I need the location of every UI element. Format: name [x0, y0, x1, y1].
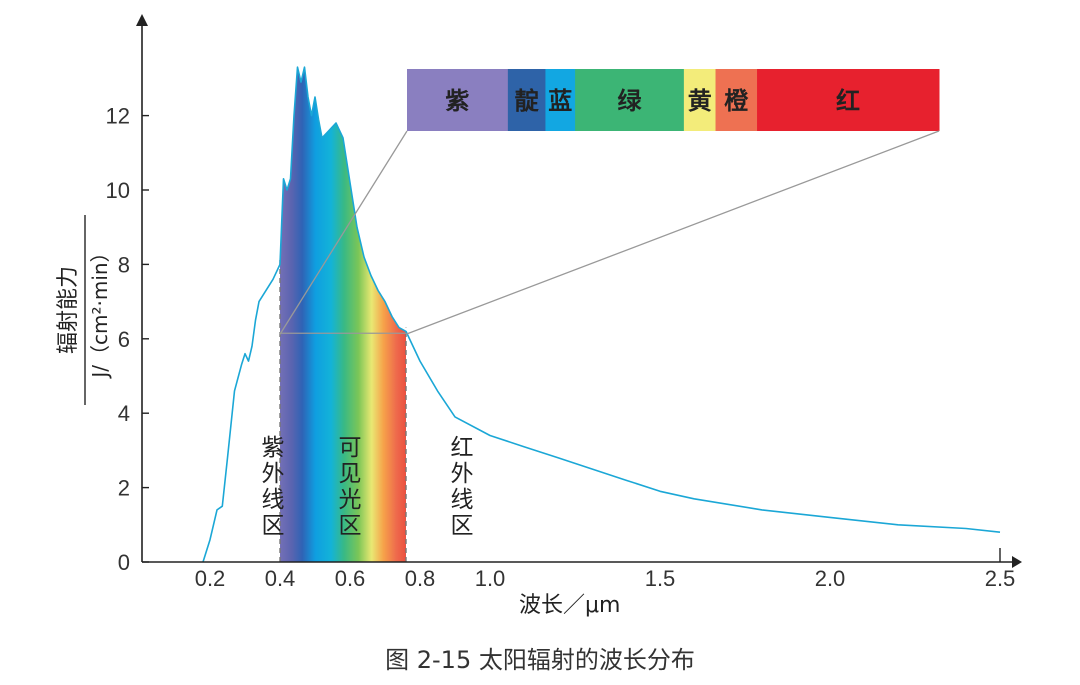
spectrum-segment-label: 橙	[724, 87, 749, 115]
region-label-char: 红	[451, 435, 474, 461]
region-label-char: 外	[451, 461, 474, 487]
y-ticks-group: 0 2 4 6 8 10 12	[106, 104, 149, 575]
region-label-char: 线	[451, 487, 474, 513]
region-label-char: 见	[339, 461, 362, 487]
spectrum-segment-label: 紫	[445, 87, 469, 115]
spectrum-segment	[545, 69, 576, 131]
y-axis-title: 辐射能力 J/（cm²·min）	[56, 215, 112, 405]
y-tick-label: 2	[118, 476, 130, 501]
x-ticks-group: 0.2 0.4 0.6 0.8 1.0 1.5 2.0 2.5	[195, 566, 1016, 591]
x-tick-label: 2.5	[985, 566, 1016, 591]
spectrum-segment	[715, 69, 758, 131]
y-axis-title-top: 辐射能力	[56, 266, 81, 354]
spectrum-segment	[407, 69, 509, 131]
y-tick-label: 0	[118, 550, 130, 575]
spectrum-segment	[507, 69, 546, 131]
region-label-char: 光	[339, 487, 362, 513]
region-label-char: 线	[262, 487, 285, 513]
y-tick-label: 12	[106, 104, 130, 129]
connector-line-right	[405, 130, 940, 335]
y-tick-label: 10	[106, 178, 130, 203]
spectrum-segment-label: 蓝	[548, 87, 572, 115]
region-label-char: 外	[262, 461, 285, 487]
spectrum-segment-label: 黄	[688, 87, 712, 115]
y-tick-label: 4	[118, 401, 130, 426]
x-tick-label: 1.5	[645, 566, 676, 591]
radiation-curve	[202, 66, 1001, 563]
axes-group	[136, 14, 1022, 568]
x-tick-label: 2.0	[815, 566, 846, 591]
connector-line-left	[279, 130, 408, 335]
x-tick-label: 0.8	[405, 566, 436, 591]
y-axis-title-bottom: J/（cm²·min）	[88, 242, 112, 379]
x-tick-label: 0.4	[265, 566, 296, 591]
x-tick-label: 0.2	[195, 566, 226, 591]
x-tick-label: 0.6	[335, 566, 366, 591]
spectrum-segment-label: 红	[836, 87, 860, 115]
curve-group	[202, 66, 1001, 563]
spectrum-segment-label: 靛	[515, 87, 540, 115]
region-label-char: 区	[451, 513, 474, 539]
x-axis-arrow	[1012, 556, 1022, 568]
region-label-char: 紫	[262, 435, 285, 461]
y-tick-label: 6	[118, 327, 130, 352]
spectrum-bar-group: 紫 靛蓝 绿 黄橙 红	[279, 69, 940, 335]
visible-spectrum-fill-group	[279, 67, 407, 562]
x-tick-label: 1.0	[475, 566, 506, 591]
spectrum-segment-label: 绿	[617, 87, 642, 115]
y-axis-arrow	[136, 14, 148, 26]
y-tick-label: 8	[118, 252, 130, 277]
region-label-char: 可	[339, 435, 362, 461]
x-axis-title: 波长／μm	[519, 593, 620, 618]
region-label-char: 区	[262, 513, 285, 539]
region-label-char: 区	[339, 513, 362, 539]
visible-spectrum-area	[280, 67, 406, 562]
spectrum-segment	[757, 69, 940, 131]
spectrum-segment	[575, 69, 685, 131]
spectrum-segment	[683, 69, 717, 131]
figure-caption: 图 2-15 太阳辐射的波长分布	[385, 646, 695, 674]
